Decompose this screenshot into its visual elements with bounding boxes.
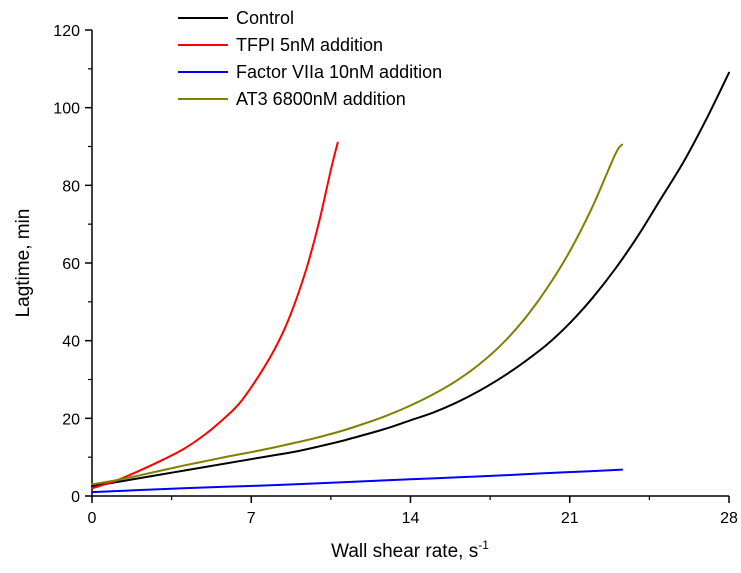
y-tick-label: 80 (62, 178, 80, 195)
x-axis-title-text: Wall shear rate, s (331, 541, 478, 562)
x-tick-label: 28 (720, 510, 738, 527)
y-tick-label: 60 (62, 256, 80, 273)
legend: Control TFPI 5nM addition Factor VIIa 10nM… (178, 8, 442, 109)
y-tick-label: 0 (71, 489, 80, 506)
legend-label: Factor VIIa 10nM addition (236, 62, 442, 82)
series-line-tfpi-5nm-addition (91, 141, 339, 490)
series-lines (91, 71, 730, 494)
y-tick-label: 40 (62, 334, 80, 351)
x-axis-title-superscript: -1 (478, 538, 489, 552)
legend-label: AT3 6800nM addition (236, 89, 406, 109)
y-axis-title: Lagtime, min (13, 209, 34, 318)
legend-label: TFPI 5nM addition (236, 35, 383, 55)
x-tick-label: 0 (88, 510, 97, 527)
y-tick-label: 100 (53, 101, 80, 118)
x-tick-label: 21 (561, 510, 579, 527)
y-tick-label: 20 (62, 411, 80, 428)
series-line-factor-viia-10nm-addition (91, 468, 624, 494)
series-line-control (91, 71, 730, 488)
x-ticks: 0 7 14 21 28 (88, 496, 738, 527)
x-axis-title: Wall shear rate, s-1 (331, 538, 489, 562)
legend-label: Control (236, 8, 294, 28)
y-tick-label: 120 (53, 23, 80, 40)
x-tick-label: 7 (247, 510, 256, 527)
x-tick-label: 14 (402, 510, 420, 527)
series-line-at3-6800nm-addition (91, 143, 624, 486)
y-ticks: 0 20 40 60 80 100 120 (53, 23, 92, 506)
